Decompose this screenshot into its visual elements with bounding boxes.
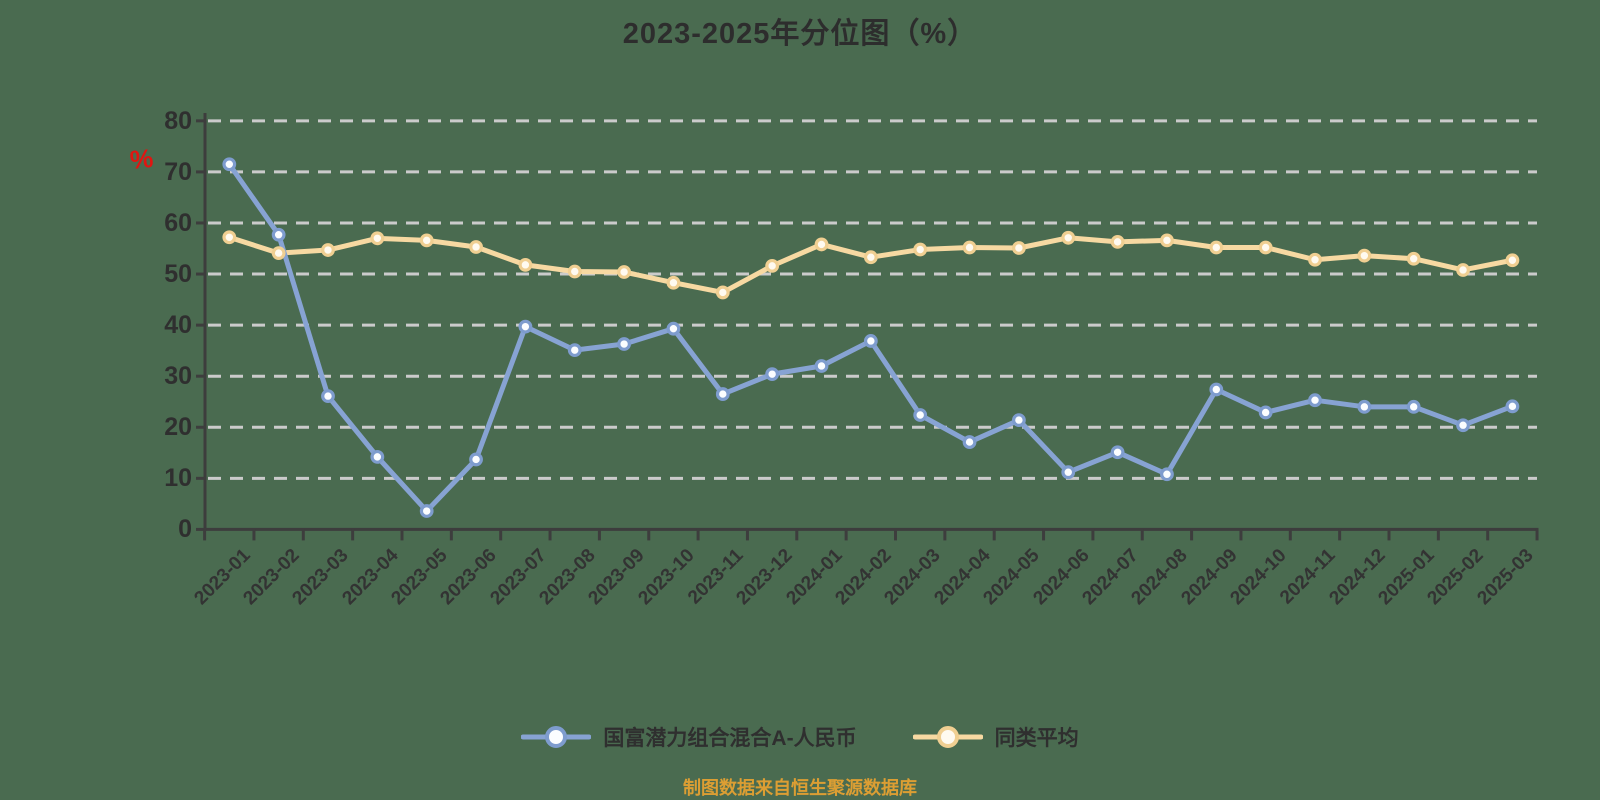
chart-title: 2023-2025年分位图（%） (622, 18, 978, 50)
plot-area: 0 10 20 30 40 50 60 70 80 2023-01 2023-02 2023-03 2… (164, 106, 1539, 609)
y-tick-label: 0 (178, 515, 192, 544)
y-tick-label: 40 (164, 311, 192, 340)
legend-label-average: 同类平均 (994, 727, 1079, 750)
legend-item-fund[interactable]: 国富潜力组合混合A-人民币 (521, 722, 857, 752)
chart-canvas (196, 113, 1539, 541)
legend-item-average[interactable]: 同类平均 (912, 722, 1079, 752)
y-tick-label: 50 (164, 260, 192, 289)
legend: 国富潜力组合混合A-人民币 同类平均 (0, 722, 1600, 752)
y-tick-label: 30 (164, 362, 192, 391)
y-tick-label: 80 (164, 106, 192, 135)
y-tick-label: 10 (164, 464, 192, 493)
source-note: 制图数据来自恒生聚源数据库 (683, 778, 917, 798)
y-tick-label: 70 (164, 157, 192, 186)
y-tick-label: 20 (164, 413, 192, 442)
y-tick-label: 60 (164, 208, 192, 237)
legend-label-fund: 国富潜力组合混合A-人民币 (603, 727, 857, 750)
average-series-marker-icon (912, 726, 983, 748)
fund-series-marker-icon (521, 726, 592, 748)
